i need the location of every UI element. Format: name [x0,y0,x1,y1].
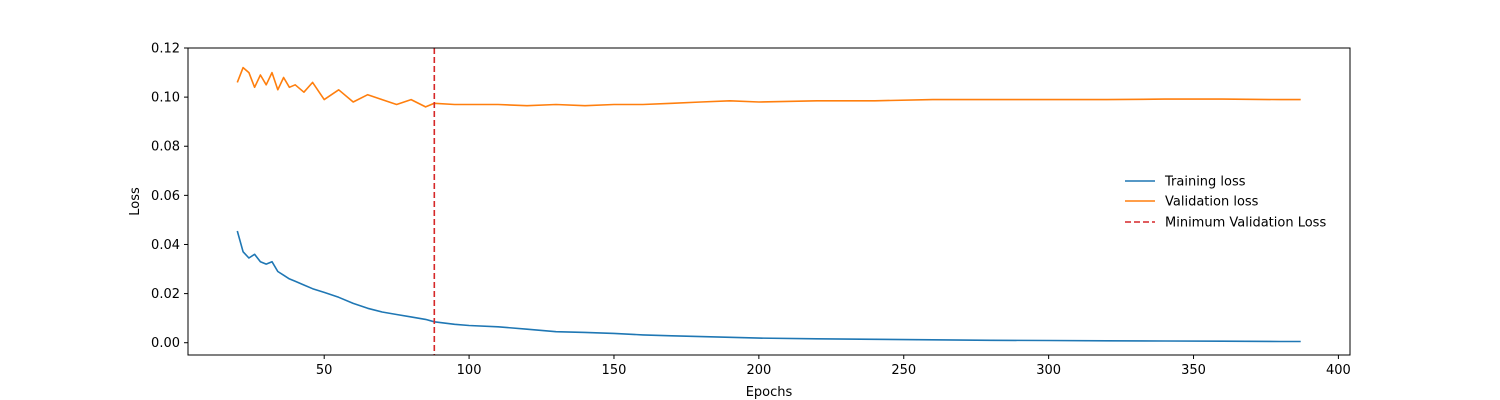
y-tick-label: 0.12 [151,42,180,57]
x-axis-label: Epochs [746,385,793,400]
series-line-training-loss [236,230,1301,343]
x-tick-label: 50 [316,363,333,378]
y-tick-label: 0.08 [151,140,180,155]
x-tick-label: 400 [1326,363,1351,378]
y-tick-label: 0.06 [151,189,180,204]
x-tick-label: 100 [457,363,482,378]
x-axis-ticks: 50 100 150 200 250 300 350 400 [316,355,1351,378]
plot-area [187,47,1351,356]
y-axis-ticks: 0.00 0.02 0.04 0.06 0.08 0.10 0.12 [151,42,188,351]
y-tick-label: 0.10 [151,91,180,106]
y-tick-label: 0.04 [151,238,180,253]
legend: Training loss Validation loss Minimum Va… [1125,175,1326,231]
x-tick-label: 150 [602,363,627,378]
series-line-validation-loss [236,66,1301,108]
y-tick-label: 0.00 [151,336,180,351]
legend-label-validation-loss: Validation loss [1165,195,1259,210]
x-tick-label: 350 [1181,363,1206,378]
x-tick-label: 250 [891,363,916,378]
x-tick-label: 300 [1036,363,1061,378]
y-axis-label: Loss [128,187,143,216]
legend-label-minimum-validation-loss: Minimum Validation Loss [1165,216,1326,231]
axes-frame [187,47,1351,356]
legend-label-training-loss: Training loss [1164,175,1246,190]
y-tick-label: 0.02 [151,287,180,302]
x-tick-label: 200 [746,363,771,378]
